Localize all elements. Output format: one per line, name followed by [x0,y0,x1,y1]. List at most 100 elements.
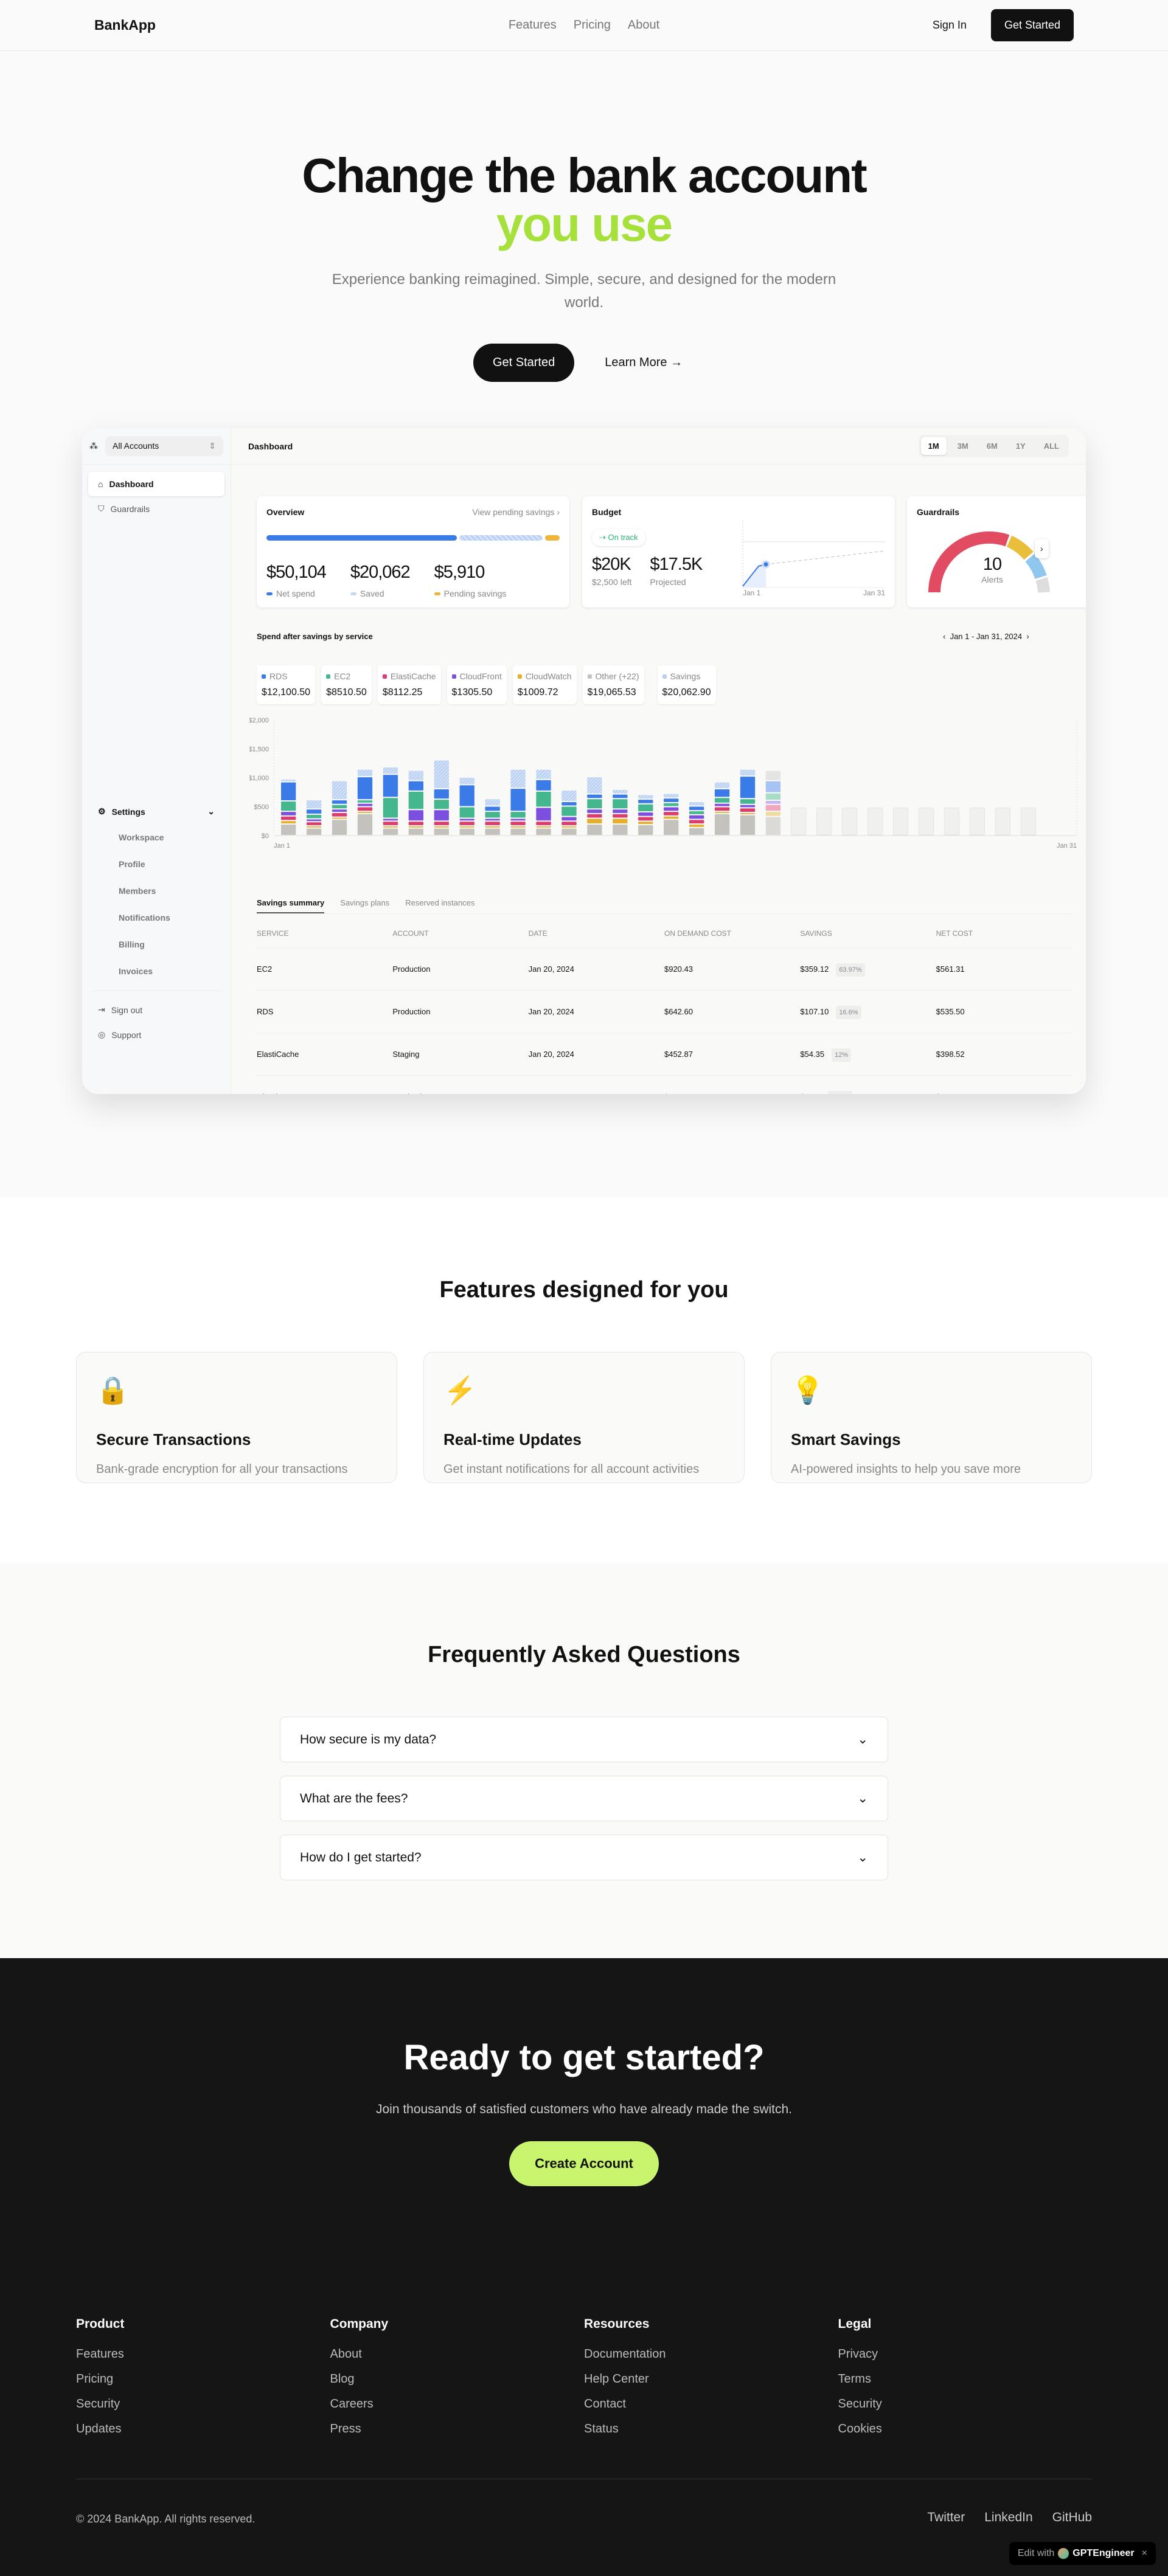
chevron-right-icon[interactable]: › [1026,632,1029,641]
bar-segment-cloudwatch[interactable] [357,812,373,813]
bar-segment-rds[interactable] [613,794,628,798]
bar-segment-cloudwatch[interactable] [561,826,577,828]
bar-segment-cloudwatch[interactable] [510,826,526,828]
bar-segment-cloudwatch[interactable] [714,812,730,813]
next-button[interactable]: › [1035,539,1049,558]
bar-segment-savings[interactable] [306,800,322,809]
bar-segment-elasticache[interactable] [357,807,373,811]
sidebar-sub-billing[interactable]: Billing [119,940,145,949]
table-row[interactable]: ElastiCache Staging Jan 20, 2024 $452.87 $54… [257,1033,1072,1076]
bar-segment-ec2[interactable] [689,811,704,814]
bar-segment-savings[interactable] [383,767,398,774]
bar-segment-cloudwatch[interactable] [383,826,398,828]
projected-bar-segment-other-22-[interactable] [765,817,781,835]
bar-segment-other-22-[interactable] [459,828,474,835]
bar-segment-savings[interactable] [638,795,653,799]
bar-segment-savings[interactable] [510,769,526,788]
bar-segment-cloudwatch[interactable] [459,826,474,828]
chevron-left-icon[interactable]: ‹ [943,632,946,641]
bar-segment-savings[interactable] [281,779,296,781]
bar-segment-rds[interactable] [587,794,602,798]
bar-segment-elasticache[interactable] [638,817,653,821]
footer-link[interactable]: Security [838,2397,882,2411]
legend-item[interactable]: RDS $12,100.50 [257,665,316,704]
bar-segment-cloudfront[interactable] [434,810,449,821]
bar-segment-other-22-[interactable] [536,828,551,835]
bar-segment-savings[interactable] [536,769,551,779]
bar-segment-savings[interactable] [740,769,756,776]
bar-segment-cloudwatch[interactable] [664,816,679,819]
bar-segment-other-22-[interactable] [587,825,602,835]
social-link-github[interactable]: GitHub [1052,2510,1092,2524]
bar-segment-cloudwatch[interactable] [740,813,756,814]
column-header[interactable]: SERVICE [257,919,393,948]
bar-segment-elasticache[interactable] [383,822,398,825]
range-3m[interactable]: 3M [957,441,968,451]
bar-segment-rds[interactable] [561,802,577,806]
bar-segment-cloudfront[interactable] [383,819,398,821]
bar-segment-elasticache[interactable] [587,814,602,818]
social-link-linkedin[interactable]: LinkedIn [984,2510,1033,2524]
nav-get-started-button[interactable]: Get Started [990,9,1074,41]
column-header[interactable]: ACCOUNT [392,919,529,948]
footer-link[interactable]: Privacy [838,2347,878,2361]
bar-segment-rds[interactable] [664,798,679,802]
bar-segment-elasticache[interactable] [714,807,730,811]
projected-bar-segment-elasticache[interactable] [765,805,781,811]
bar-segment-elasticache[interactable] [613,814,628,818]
learn-more-button[interactable]: Learn More → [593,344,695,382]
bar-segment-elasticache[interactable] [332,813,347,817]
account-select[interactable]: All Accounts ⇕ [105,436,223,456]
date-range-picker[interactable]: ‹ Jan 1 - Jan 31, 2024 › [943,632,1029,641]
bar-segment-elasticache[interactable] [434,822,449,825]
footer-link[interactable]: Documentation [584,2347,666,2361]
footer-link[interactable]: Features [76,2347,124,2361]
bar-segment-cloudfront[interactable] [740,805,756,808]
bar-segment-cloudfront[interactable] [332,809,347,812]
bar-segment-ec2[interactable] [485,812,500,818]
bar-segment-cloudfront[interactable] [689,815,704,819]
bar-segment-savings[interactable] [561,790,577,801]
faq-item[interactable]: What are the fees? ⌄ [280,1776,888,1821]
footer-link[interactable]: Updates [76,2422,122,2436]
bar-segment-savings[interactable] [714,782,730,789]
bar-segment-other-22-[interactable] [561,828,577,835]
bar-segment-rds[interactable] [459,785,474,806]
bar-segment-ec2[interactable] [459,807,474,818]
legend-item[interactable]: Savings $20,062.90 [657,665,716,704]
view-pending-savings-link[interactable]: View pending savings › [472,507,560,517]
bar-segment-ec2[interactable] [281,802,296,811]
footer-link[interactable]: Pricing [76,2372,114,2386]
bar-segment-savings[interactable] [332,781,347,800]
bar-segment-ec2[interactable] [408,791,423,809]
bar-segment-elasticache[interactable] [664,812,679,815]
footer-link[interactable]: Press [330,2422,361,2436]
bar-segment-rds[interactable] [281,782,296,800]
bar-segment-cloudwatch[interactable] [638,822,653,824]
bar-segment-elasticache[interactable] [408,822,423,825]
nav-about[interactable]: About [627,18,660,32]
bar-segment-ec2[interactable] [587,799,602,809]
sidebar-item-guardrails[interactable]: ⛉ Guardrails [88,496,224,521]
bar-segment-savings[interactable] [408,770,423,780]
bar-segment-rds[interactable] [357,777,373,800]
bar-segment-savings[interactable] [434,760,449,789]
column-header[interactable]: NET COST [936,919,1072,948]
bar-segment-other-22-[interactable] [638,825,653,835]
bar-segment-other-22-[interactable] [510,828,526,835]
sign-in-link[interactable]: Sign In [932,19,967,31]
bar-segment-ec2[interactable] [613,799,628,809]
bar-segment-other-22-[interactable] [689,828,704,835]
bar-segment-cloudwatch[interactable] [587,819,602,824]
bar-segment-other-22-[interactable] [332,820,347,835]
bar-segment-cloudwatch[interactable] [332,817,347,819]
column-header[interactable]: ON DEMAND COST [664,919,801,948]
bar-segment-other-22-[interactable] [306,828,322,835]
bar-segment-savings[interactable] [485,799,500,806]
column-header[interactable]: DATE [528,919,664,948]
bar-segment-other-22-[interactable] [383,828,398,835]
bar-segment-cloudfront[interactable] [664,807,679,811]
range-6m[interactable]: 6M [986,441,998,451]
bar-segment-rds[interactable] [689,806,704,811]
footer-link[interactable]: Contact [584,2397,626,2411]
